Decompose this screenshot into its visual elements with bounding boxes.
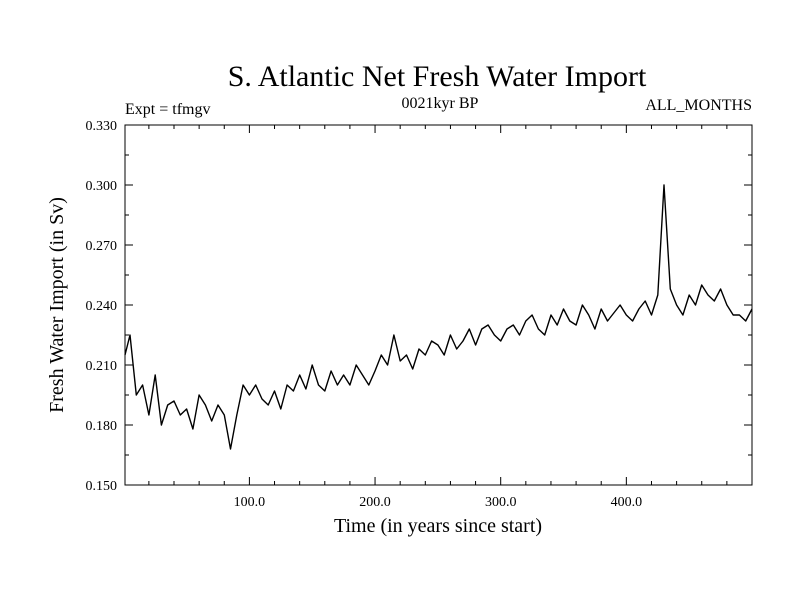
axis-ticks: 0.150 0.180 0.210 0.240 0.270 0.300 0.330 100.0… (86, 119, 752, 510)
y-tick-label: 0.240 (86, 299, 118, 314)
x-tick-label: 400.0 (611, 495, 643, 510)
months-note: ALL_MONTHS (645, 97, 752, 114)
x-axis-label: Time (in years since start) (334, 515, 542, 537)
y-axis-label: Fresh Water Import (in Sv) (46, 197, 68, 413)
x-tick-label: 200.0 (359, 495, 391, 510)
y-tick-label: 0.270 (86, 239, 118, 254)
experiment-note: Expt = tfmgv (125, 101, 210, 118)
y-tick-label: 0.300 (86, 179, 118, 194)
plot-frame (124, 124, 753, 486)
y-tick-label: 0.210 (86, 359, 118, 374)
y-tick-label: 0.330 (86, 119, 118, 134)
series-line (124, 184, 753, 450)
y-tick-label: 0.180 (86, 419, 118, 434)
chart-title: S. Atlantic Net Fresh Water Import (228, 60, 647, 93)
y-tick-label: 0.150 (86, 479, 118, 494)
x-tick-label: 100.0 (234, 495, 266, 510)
period-note: 0021kyr BP (402, 95, 479, 112)
x-tick-label: 300.0 (485, 495, 517, 510)
